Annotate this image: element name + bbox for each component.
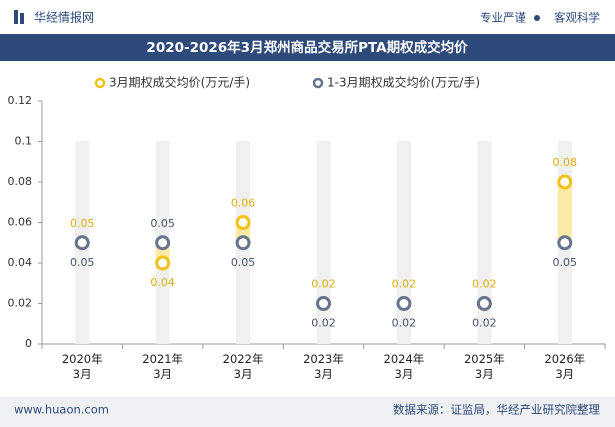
x-tick-label: 2025年 3月 bbox=[463, 352, 505, 381]
value-label: 0.02 bbox=[392, 278, 417, 291]
y-tick-label: 0.08 bbox=[8, 175, 33, 188]
value-label: 0.05 bbox=[231, 256, 256, 269]
column-bg bbox=[396, 141, 411, 344]
logo-bar bbox=[14, 10, 18, 24]
logo-bar bbox=[20, 13, 24, 24]
marker bbox=[476, 296, 492, 311]
x-tick-label: 2023年 3月 bbox=[303, 352, 344, 381]
marker bbox=[155, 255, 171, 271]
website: www.huaon.com bbox=[14, 403, 109, 417]
legend-marker bbox=[94, 77, 106, 89]
value-label: 0.05 bbox=[150, 217, 175, 230]
value-label: 0.02 bbox=[311, 317, 336, 330]
legend-marker bbox=[312, 77, 324, 89]
slogan: 客观科学 bbox=[554, 11, 600, 25]
marker bbox=[155, 235, 171, 251]
marker bbox=[557, 235, 573, 251]
marker bbox=[316, 296, 331, 311]
value-label: 0.02 bbox=[311, 278, 336, 291]
brand: 华经情报网 bbox=[34, 10, 94, 25]
marker bbox=[235, 235, 251, 251]
y-tick-label: 0.02 bbox=[8, 297, 33, 310]
column-bg bbox=[316, 141, 331, 344]
value-label: 0.05 bbox=[70, 217, 95, 230]
value-label: 0.02 bbox=[472, 317, 497, 330]
y-tick-label: 0.06 bbox=[8, 216, 33, 229]
value-label: 0.05 bbox=[553, 256, 578, 269]
y-tick-label: 0.1 bbox=[15, 135, 33, 148]
footer-bar bbox=[0, 397, 615, 427]
x-tick-label: 2024年 3月 bbox=[383, 352, 425, 381]
x-tick-label: 2020年 3月 bbox=[61, 352, 103, 381]
value-label: 0.02 bbox=[392, 317, 417, 330]
y-tick-label: 0.12 bbox=[8, 94, 33, 107]
y-tick-label: 0 bbox=[25, 337, 32, 350]
value-label: 0.04 bbox=[150, 276, 175, 289]
value-label: 0.05 bbox=[70, 256, 95, 269]
marker bbox=[74, 235, 90, 251]
legend-label: 3月期权成交均价(万元/手) bbox=[109, 75, 250, 90]
x-tick-label: 2022年 3月 bbox=[222, 352, 264, 381]
marker bbox=[557, 174, 573, 190]
dot-sep bbox=[534, 15, 540, 21]
legend-label: 1-3月期权成交均价(万元/手) bbox=[327, 75, 480, 90]
value-label: 0.06 bbox=[231, 197, 256, 210]
value-label: 0.02 bbox=[472, 278, 497, 291]
chart-title: 2020-2026年3月郑州商品交易所PTA期权成交均价 bbox=[146, 39, 468, 56]
x-tick-label: 2021年 3月 bbox=[142, 352, 184, 381]
marker bbox=[396, 296, 412, 311]
column-bg bbox=[477, 141, 492, 344]
diff-band bbox=[557, 182, 572, 243]
y-tick-label: 0.04 bbox=[8, 256, 33, 269]
x-tick-label: 2026年 3月 bbox=[544, 352, 586, 381]
title-bar bbox=[0, 34, 615, 61]
source: 数据来源：证监局，华经产业研究院整理 bbox=[393, 403, 600, 417]
value-label: 0.08 bbox=[553, 156, 578, 169]
slogan: 专业严谨 bbox=[480, 11, 526, 25]
marker bbox=[235, 215, 251, 230]
